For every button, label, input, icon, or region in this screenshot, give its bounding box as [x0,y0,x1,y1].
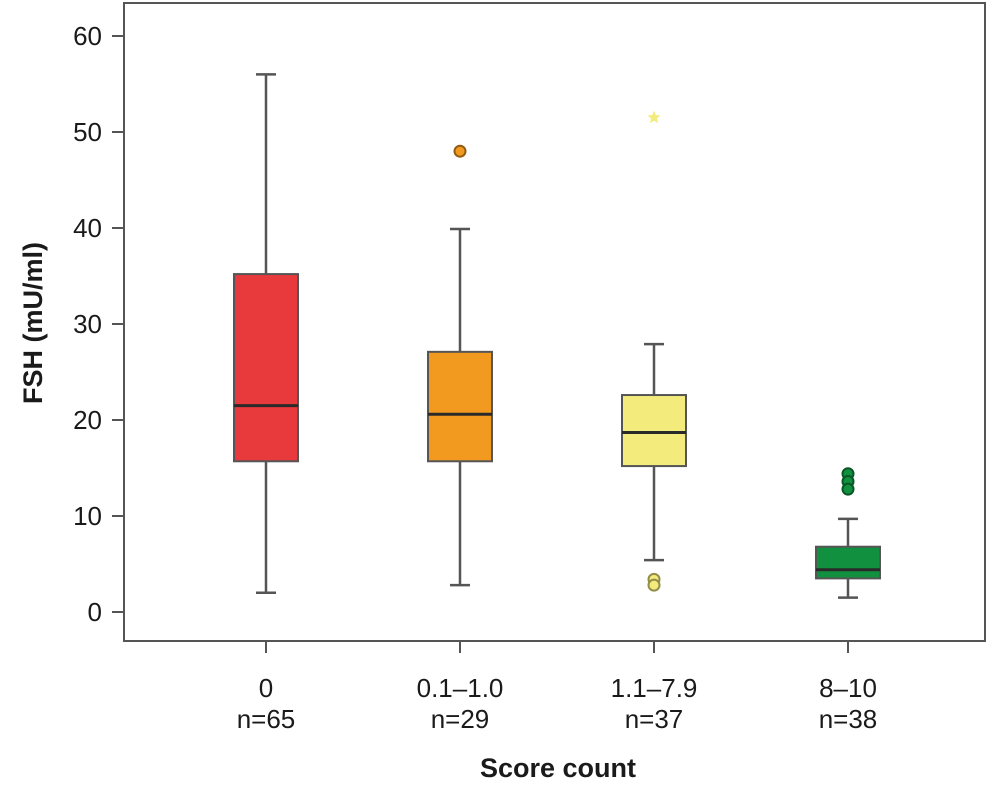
outlier-point [453,144,467,158]
x-n-label: n=65 [237,704,296,734]
outlier-point [647,578,661,592]
x-category-label: 0 [259,673,273,703]
y-tick-label: 50 [73,117,102,147]
boxes-group [233,73,881,599]
x-n-label: n=37 [625,704,684,734]
x-category-label: 8–10 [819,673,877,703]
y-axis-title: FSH (mU/ml) [18,242,48,404]
x-category-label: 0.1–1.0 [417,673,504,703]
y-tick-label: 60 [73,21,102,51]
y-tick-label: 40 [73,213,102,243]
y-axis: 0 10 20 30 40 50 60 [73,21,124,627]
x-axis: 0n=65 0.1–1.0n=29 1.1–7.9n=37 8–10n=38 [237,641,878,734]
iqr-box [427,350,493,463]
outlier-star [647,110,661,124]
y-tick-label: 0 [88,597,102,627]
iqr-box [233,273,299,463]
box-group-0 [233,73,299,595]
box-group-1 [427,144,493,587]
box-group-2 [621,110,687,592]
x-n-label: n=38 [819,704,878,734]
plot-frame [123,2,986,642]
y-tick-label: 20 [73,405,102,435]
iqr-box [815,545,881,580]
x-category-label: 1.1–7.9 [611,673,698,703]
box-group-3 [815,467,881,599]
y-tick-label: 10 [73,501,102,531]
x-axis-title: Score count [480,753,636,783]
y-tick-label: 30 [73,309,102,339]
outlier-point [841,482,855,496]
iqr-box [621,394,687,468]
x-n-label: n=29 [431,704,490,734]
